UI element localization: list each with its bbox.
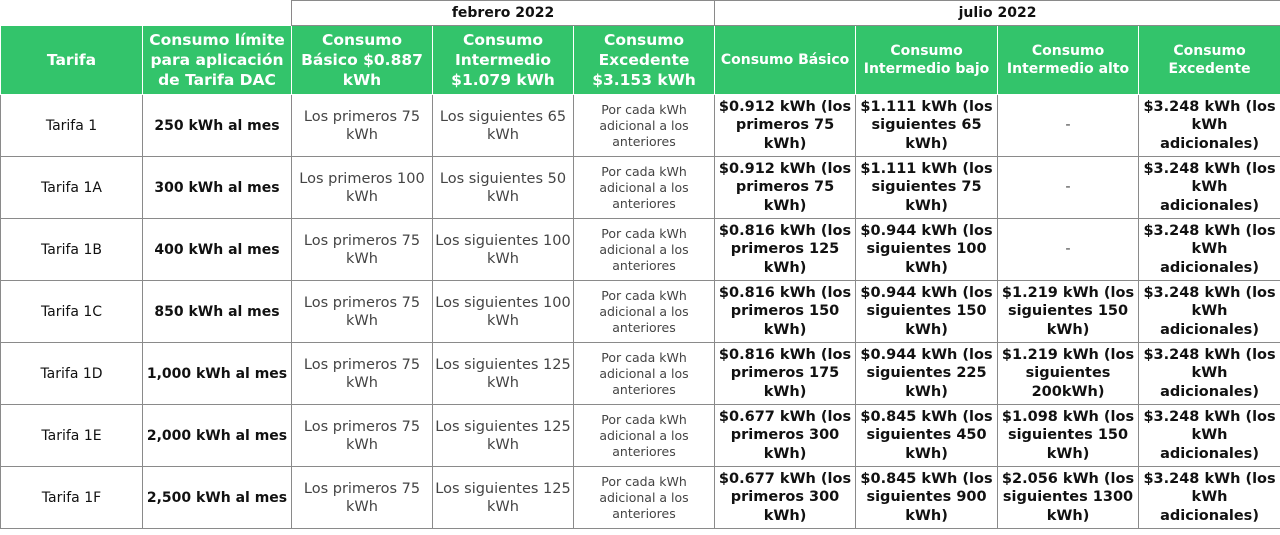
cell-feb-intermedio: Los siguientes 50 kWh — [432, 156, 574, 219]
period-feb: febrero 2022 — [290, 0, 716, 26]
cell-limite: 400 kWh al mes — [142, 218, 292, 281]
cell-jul-excedente: $3.248 kWh (los kWh adicionales) — [1138, 94, 1280, 157]
table-row: Tarifa 1D 1,000 kWh al mes Los primeros … — [0, 342, 1280, 405]
cell-jul-excedente: $3.248 kWh (los kWh adicionales) — [1138, 466, 1280, 529]
cell-jul-excedente: $3.248 kWh (los kWh adicionales) — [1138, 280, 1280, 343]
period-jul: julio 2022 — [714, 0, 1280, 26]
cell-jul-int-bajo: $0.944 kWh (los siguientes 150 kWh) — [855, 280, 999, 343]
header-feb-excedente: Consumo Excedente $3.153 kWh — [572, 25, 716, 95]
table-row: Tarifa 1A 300 kWh al mes Los primeros 10… — [0, 156, 1280, 219]
header-jul-excedente: Consumo Excedente — [1138, 25, 1280, 95]
cell-jul-int-alto: - — [997, 156, 1140, 219]
cell-tarifa: Tarifa 1B — [0, 218, 143, 281]
cell-jul-int-alto: - — [997, 94, 1140, 157]
table-row: Tarifa 1F 2,500 kWh al mes Los primeros … — [0, 466, 1280, 529]
cell-feb-excedente: Por cada kWh adicional a los anteriores — [572, 94, 716, 157]
cell-feb-basico: Los primeros 75 kWh — [291, 404, 433, 467]
cell-jul-int-bajo: $1.111 kWh (los siguientes 75 kWh) — [855, 156, 999, 219]
cell-jul-excedente: $3.248 kWh (los kWh adicionales) — [1138, 218, 1280, 281]
cell-tarifa: Tarifa 1E — [0, 404, 143, 467]
cell-jul-int-alto: $1.219 kWh (los siguientes 150 kWh) — [997, 280, 1140, 343]
cell-jul-int-alto: $1.098 kWh (los siguientes 150 kWh) — [997, 404, 1140, 467]
cell-jul-int-alto: $1.219 kWh (los siguientes 200kWh) — [997, 342, 1140, 405]
cell-jul-int-alto: - — [997, 218, 1140, 281]
header-jul-int-alto: Consumo Intermedio alto — [997, 25, 1140, 95]
cell-jul-basico: $0.677 kWh (los primeros 300 kWh) — [714, 466, 857, 529]
cell-limite: 850 kWh al mes — [142, 280, 292, 343]
header-limite: Consumo límite para aplicación de Tarifa… — [142, 25, 292, 95]
cell-jul-int-bajo: $1.111 kWh (los siguientes 65 kWh) — [855, 94, 999, 157]
cell-jul-int-bajo: $0.845 kWh (los siguientes 450 kWh) — [855, 404, 999, 467]
cell-feb-intermedio: Los siguientes 125 kWh — [432, 404, 574, 467]
table-row: Tarifa 1E 2,000 kWh al mes Los primeros … — [0, 404, 1280, 467]
cell-tarifa: Tarifa 1A — [0, 156, 143, 219]
cell-feb-basico: Los primeros 100 kWh — [291, 156, 433, 219]
cell-tarifa: Tarifa 1D — [0, 342, 143, 405]
cell-feb-intermedio: Los siguientes 125 kWh — [432, 466, 574, 529]
cell-jul-int-bajo: $0.944 kWh (los siguientes 225 kWh) — [855, 342, 999, 405]
cell-feb-basico: Los primeros 75 kWh — [291, 280, 433, 343]
cell-jul-basico: $0.816 kWh (los primeros 125 kWh) — [714, 218, 857, 281]
cell-limite: 300 kWh al mes — [142, 156, 292, 219]
header-feb-basico: Consumo Básico $0.887 kWh — [291, 25, 433, 95]
header-feb-intermedio: Consumo Intermedio $1.079 kWh — [432, 25, 574, 95]
cell-feb-excedente: Por cada kWh adicional a los anteriores — [572, 342, 716, 405]
cell-limite: 1,000 kWh al mes — [142, 342, 292, 405]
cell-jul-excedente: $3.248 kWh (los kWh adicionales) — [1138, 404, 1280, 467]
header-jul-basico: Consumo Básico — [714, 25, 857, 95]
cell-jul-basico: $0.816 kWh (los primeros 175 kWh) — [714, 342, 857, 405]
table-row: Tarifa 1B 400 kWh al mes Los primeros 75… — [0, 218, 1280, 281]
cell-feb-basico: Los primeros 75 kWh — [291, 218, 433, 281]
cell-feb-intermedio: Los siguientes 100 kWh — [432, 280, 574, 343]
cell-tarifa: Tarifa 1F — [0, 466, 143, 529]
cell-tarifa: Tarifa 1 — [0, 94, 143, 157]
cell-jul-basico: $0.912 kWh (los primeros 75 kWh) — [714, 94, 857, 157]
table-row: Tarifa 1C 850 kWh al mes Los primeros 75… — [0, 280, 1280, 343]
cell-limite: 2,000 kWh al mes — [142, 404, 292, 467]
cell-limite: 250 kWh al mes — [142, 94, 292, 157]
header-row: Tarifa Consumo límite para aplicación de… — [0, 25, 1280, 95]
cell-jul-int-alto: $2.056 kWh (los siguientes 1300 kWh) — [997, 466, 1140, 529]
header-jul-int-bajo: Consumo Intermedio bajo — [855, 25, 999, 95]
period-blank — [0, 0, 292, 26]
cell-feb-excedente: Por cada kWh adicional a los anteriores — [572, 280, 716, 343]
cell-feb-basico: Los primeros 75 kWh — [291, 466, 433, 529]
header-tarifa: Tarifa — [0, 25, 143, 95]
cell-feb-excedente: Por cada kWh adicional a los anteriores — [572, 156, 716, 219]
cell-feb-basico: Los primeros 75 kWh — [291, 342, 433, 405]
cell-feb-basico: Los primeros 75 kWh — [291, 94, 433, 157]
cell-feb-intermedio: Los siguientes 125 kWh — [432, 342, 574, 405]
cell-jul-basico: $0.912 kWh (los primeros 75 kWh) — [714, 156, 857, 219]
cell-feb-excedente: Por cada kWh adicional a los anteriores — [572, 466, 716, 529]
cell-jul-int-bajo: $0.944 kWh (los siguientes 100 kWh) — [855, 218, 999, 281]
cell-tarifa: Tarifa 1C — [0, 280, 143, 343]
cell-jul-basico: $0.677 kWh (los primeros 300 kWh) — [714, 404, 857, 467]
period-row: febrero 2022 julio 2022 — [0, 0, 1280, 26]
cell-feb-excedente: Por cada kWh adicional a los anteriores — [572, 218, 716, 281]
cell-feb-intermedio: Los siguientes 100 kWh — [432, 218, 574, 281]
cell-feb-intermedio: Los siguientes 65 kWh — [432, 94, 574, 157]
cell-feb-excedente: Por cada kWh adicional a los anteriores — [572, 404, 716, 467]
table-row: Tarifa 1 250 kWh al mes Los primeros 75 … — [0, 94, 1280, 157]
cell-limite: 2,500 kWh al mes — [142, 466, 292, 529]
cell-jul-basico: $0.816 kWh (los primeros 150 kWh) — [714, 280, 857, 343]
cell-jul-int-bajo: $0.845 kWh (los siguientes 900 kWh) — [855, 466, 999, 529]
cell-jul-excedente: $3.248 kWh (los kWh adicionales) — [1138, 156, 1280, 219]
cell-jul-excedente: $3.248 kWh (los kWh adicionales) — [1138, 342, 1280, 405]
